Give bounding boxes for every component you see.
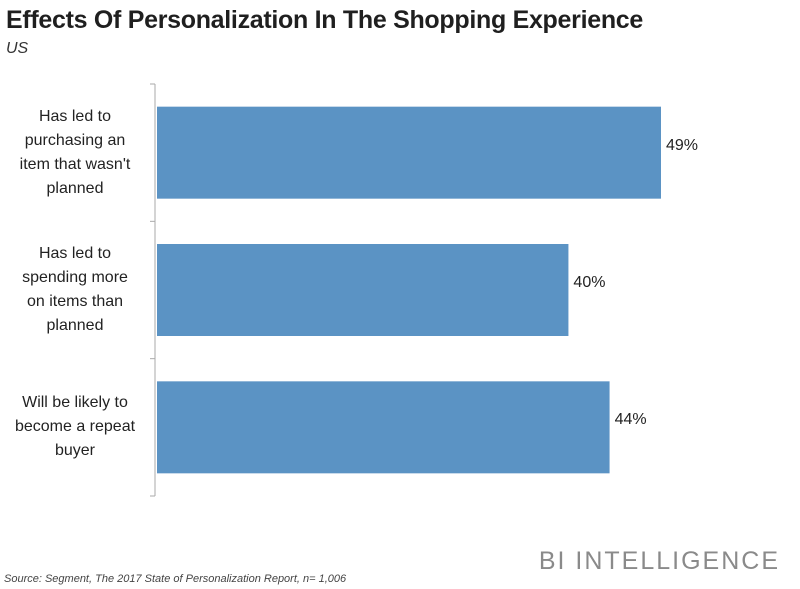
data-label-1: 49% <box>666 136 699 154</box>
category-label-line: on items than <box>26 293 124 310</box>
category-label-line: purchasing an <box>24 131 126 149</box>
data-label-2: 40% <box>573 274 606 291</box>
category-label-line: become a repeat <box>14 418 136 436</box>
category-label-line: item that wasn't <box>19 155 131 173</box>
category-label-2: Has led to spending more on items than plan… <box>0 242 150 338</box>
brand-logo: BI INTELLIGENCE <box>538 547 780 575</box>
bar-1 <box>157 106 661 199</box>
category-label-line: buyer <box>54 442 96 460</box>
category-label-line: Will be likely to <box>22 394 128 412</box>
category-label-line: planned <box>46 317 104 334</box>
chart-title: Effects Of Personalization In The Shoppi… <box>6 6 643 34</box>
category-label-line: Has led to <box>38 107 112 125</box>
category-label-line: spending more <box>22 269 128 286</box>
category-label-line: Has led to <box>38 245 112 262</box>
source-note: Source: Segment, The 2017 State of Perso… <box>4 573 347 585</box>
category-label-1: Has led to purchasing an item that wasn't p… <box>0 105 150 201</box>
category-label-3: Will be likely to become a repeat buyer <box>0 391 150 463</box>
category-label-line: planned <box>46 179 104 197</box>
bar-2 <box>157 244 569 336</box>
chart-subtitle: US <box>6 40 29 57</box>
data-label-3: 44% <box>614 411 647 429</box>
bar-3 <box>157 381 610 474</box>
